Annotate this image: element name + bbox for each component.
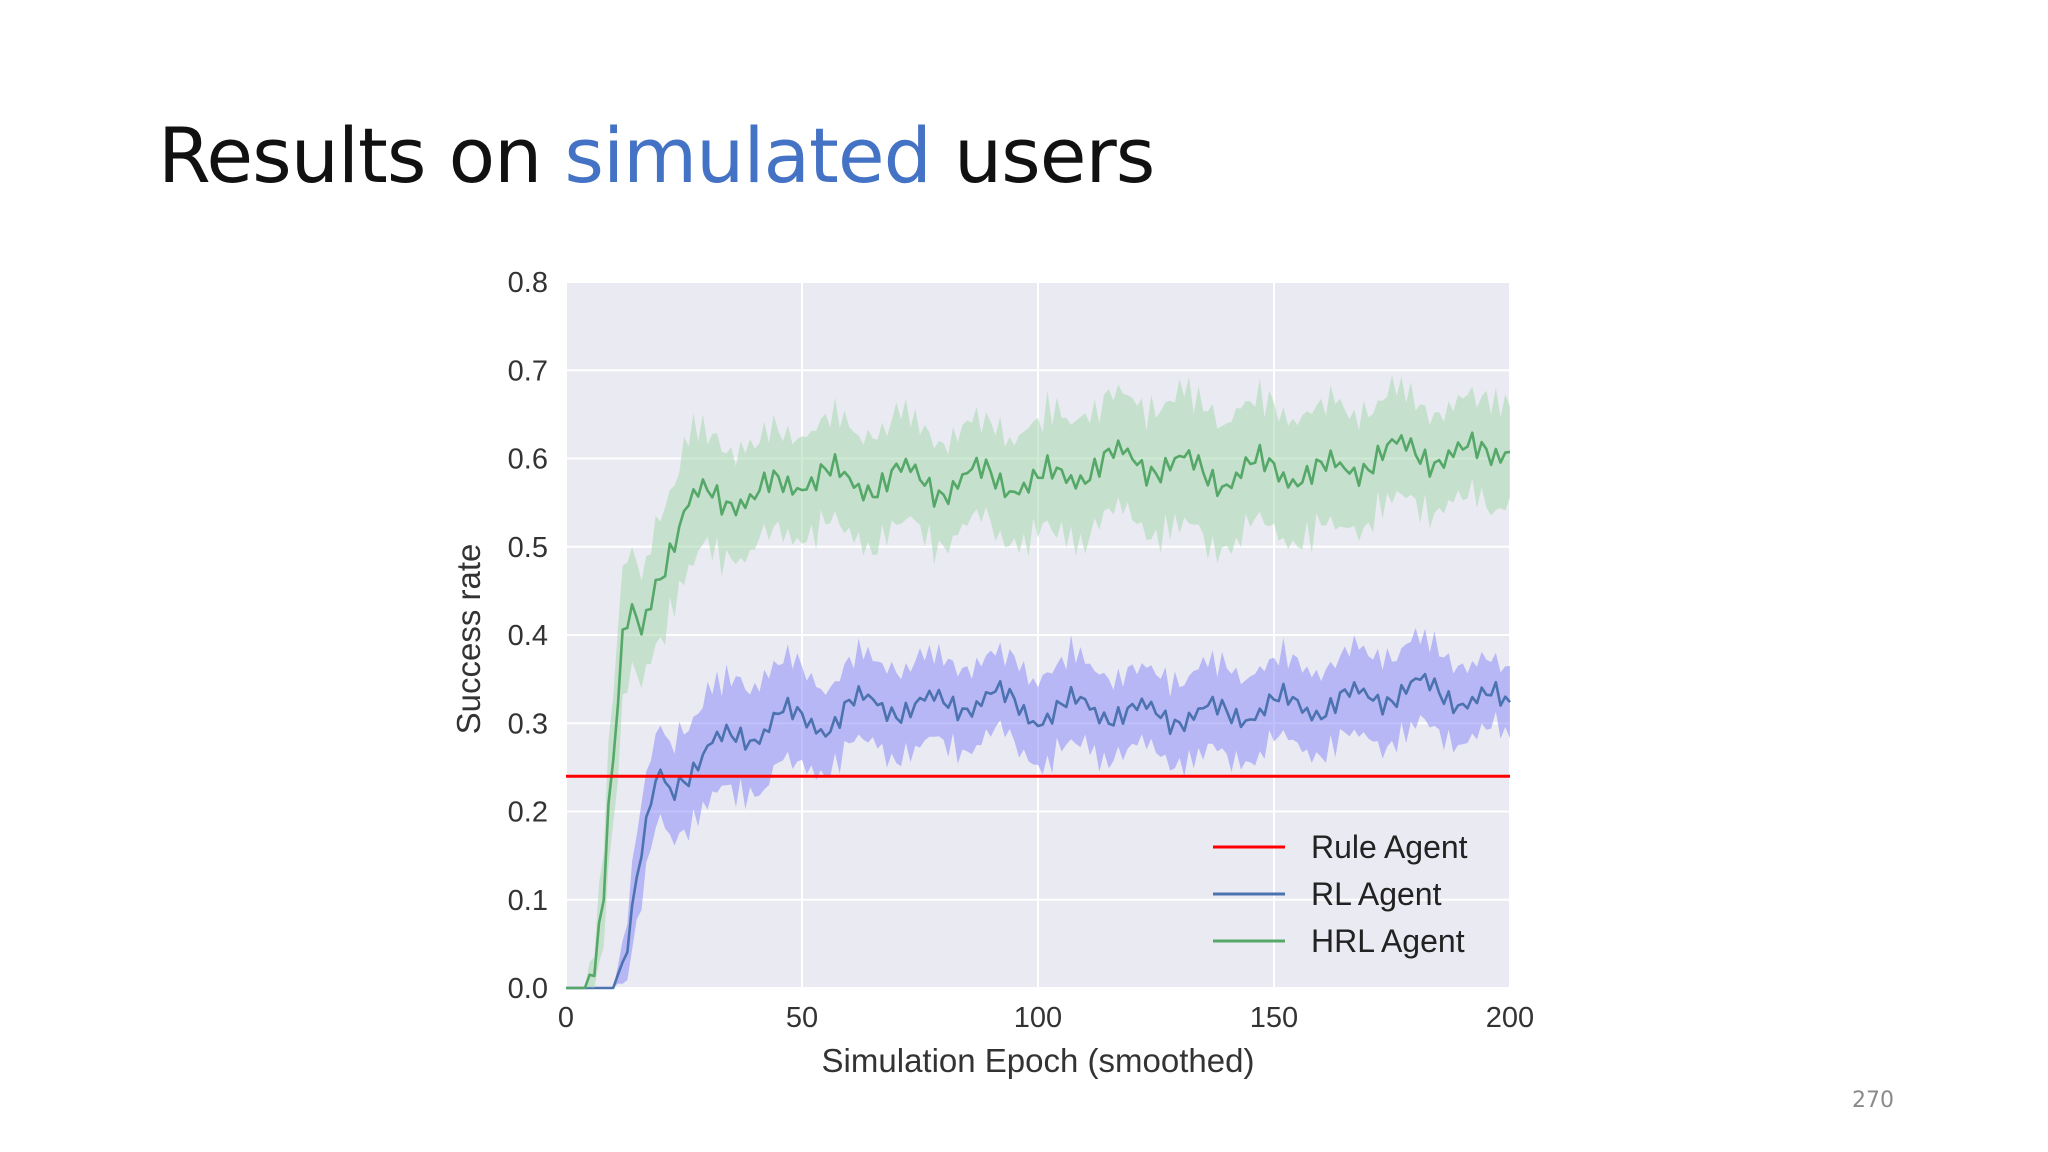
- x-axis-label: Simulation Epoch (smoothed): [822, 1042, 1255, 1079]
- hrl-agent-band: [566, 375, 1510, 989]
- slide-title: Results on simulated users: [158, 118, 1155, 194]
- y-tick-label: 0.4: [508, 620, 548, 652]
- title-before: Results on: [158, 111, 542, 200]
- y-tick-label: 0.0: [508, 973, 548, 1005]
- x-tick-label: 0: [558, 1002, 574, 1034]
- y-tick-label: 0.3: [508, 708, 548, 740]
- rl-agent-band: [566, 628, 1510, 988]
- x-tick-label: 100: [1014, 1002, 1062, 1034]
- title-accent: simulated: [564, 111, 931, 200]
- rl-agent-line: [566, 672, 1511, 990]
- y-tick-label: 0.6: [508, 444, 548, 476]
- legend-label-rl-agent: RL Agent: [1311, 876, 1442, 912]
- y-tick-label: 0.8: [508, 267, 548, 299]
- y-tick-label: 0.5: [508, 532, 548, 564]
- x-tick-label: 150: [1250, 1002, 1298, 1034]
- page-number: 270: [1852, 1088, 1894, 1113]
- y-axis-label: Success rate: [450, 544, 487, 735]
- x-tick-label: 50: [786, 1002, 818, 1034]
- y-tick-label: 0.1: [508, 885, 548, 917]
- y-tick-label: 0.2: [508, 797, 548, 829]
- legend-label-rule-agent: Rule Agent: [1311, 829, 1468, 865]
- hrl-agent-line: [566, 431, 1511, 990]
- legend-label-hrl-agent: HRL Agent: [1311, 923, 1465, 959]
- x-tick-label: 200: [1486, 1002, 1534, 1034]
- title-after: users: [954, 111, 1155, 200]
- y-tick-label: 0.7: [508, 355, 548, 387]
